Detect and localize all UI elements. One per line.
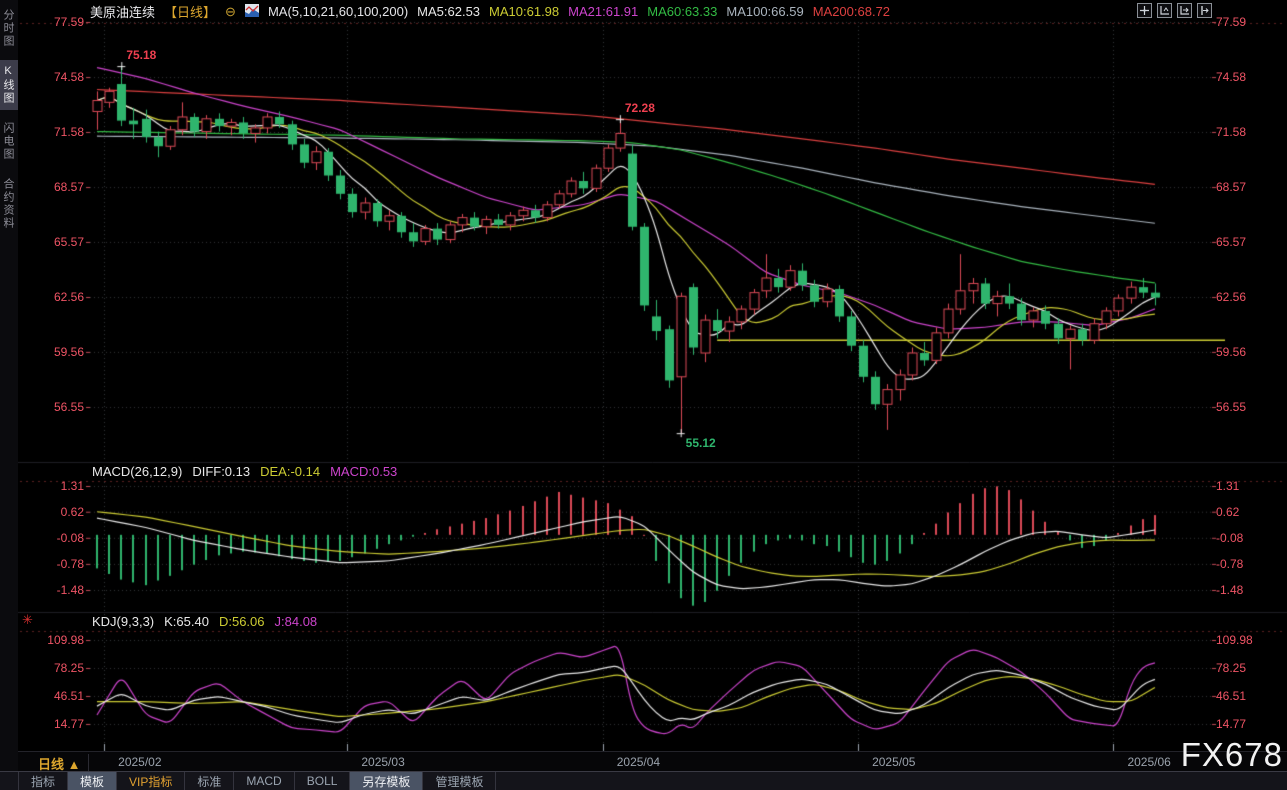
price-axis-label: -1.48 [56, 583, 84, 597]
macd-macd-value: MACD:0.53 [330, 464, 398, 479]
price-axis-label: 78.25 [53, 660, 84, 675]
date-label: 2025/06 [1127, 755, 1171, 769]
price-annotation-peak: 72.28 [624, 101, 655, 116]
price-axis-label: 77.59 [53, 15, 84, 29]
collapse-icon[interactable]: ⊖ [225, 3, 236, 19]
price-axis-label: 46.51 [53, 688, 84, 703]
price-axis-label: 62.56 [53, 290, 84, 305]
period-selector[interactable]: 日线 ▲ [30, 754, 90, 773]
date-label: 2025/04 [616, 755, 661, 769]
price-axis-label: 71.58 [53, 124, 84, 139]
price-axis-label: 1.31 [1216, 479, 1240, 493]
price-annotation-low: 55.12 [685, 436, 716, 451]
price-annotation-high: 75.18 [126, 48, 157, 63]
price-axis-label: 68.57 [1216, 180, 1247, 195]
price-axis-label: 56.55 [1216, 399, 1247, 414]
toolbar-item-templates[interactable]: 模板 [68, 772, 118, 790]
price-axis-label: 14.77 [1216, 716, 1247, 731]
price-axis-label: 109.98 [47, 633, 84, 647]
price-axis-label: 71.58 [1216, 124, 1247, 139]
price-axis-label: 74.58 [1216, 70, 1247, 85]
toolbar-item-vip-indicators[interactable]: VIP指标 [117, 772, 186, 790]
mini-chart-icon [244, 3, 259, 20]
price-axis-label: 68.57 [53, 180, 84, 195]
kdj-settings-label: KDJ(9,3,3) [92, 614, 155, 629]
alert-sparkle-icon: ✳ [22, 612, 33, 627]
price-axis-label: -0.08 [1216, 530, 1244, 545]
pan-axis-icon[interactable] [1177, 3, 1192, 18]
price-axis-label: 0.62 [1216, 504, 1240, 519]
toolbar-item-macd[interactable]: MACD [234, 772, 295, 790]
price-axis-label: -0.78 [56, 556, 84, 571]
price-axis-label: 59.56 [53, 344, 84, 359]
shift-right-icon[interactable] [1197, 3, 1212, 18]
ma10-value: MA10:61.98 [489, 4, 560, 19]
toolbar-item-standard[interactable]: 标准 [185, 772, 235, 790]
price-axis-label: 65.57 [53, 234, 84, 249]
price-axis-label: 14.77 [53, 716, 84, 731]
kdj-panel-header: KDJ(9,3,3) K:65.40 D:56.06 J:84.08 [92, 614, 317, 629]
scale-axis-icon[interactable] [1157, 3, 1172, 18]
kdj-d-value: D:56.06 [218, 614, 265, 629]
price-axis-label: -1.48 [1216, 583, 1244, 597]
instrument-title: 美原油连续 [90, 5, 156, 20]
sidebar-item-contract-info[interactable]: 合约资料 [2, 178, 14, 230]
kdj-j-value: J:84.08 [274, 614, 318, 629]
watermark: FX678 [1180, 736, 1283, 773]
ma60-value: MA60:63.33 [647, 4, 718, 19]
macd-diff-value: DIFF:0.13 [192, 464, 251, 479]
price-axis-label: -0.08 [56, 530, 84, 545]
macd-panel-header: MACD(26,12,9) DIFF:0.13 DEA:-0.14 MACD:0… [92, 464, 397, 479]
price-axis-label: 1.31 [60, 479, 84, 493]
toolbar-item-manage-templates[interactable]: 管理模板 [423, 772, 497, 790]
date-label: 2025/05 [872, 755, 916, 769]
toolbar-item-boll[interactable]: BOLL [295, 772, 351, 790]
chart-header: 美原油连续 【日线】 ⊖ MA(5,10,21,60,100,200) MA5:… [90, 2, 890, 21]
price-axis-label: 46.51 [1216, 688, 1247, 703]
price-axis-label: 65.57 [1216, 234, 1247, 249]
price-axis-label: 56.55 [53, 399, 84, 414]
sidebar: 分时图 K线图 闪电图 合约资料 [0, 0, 18, 790]
ma100-value: MA100:66.59 [726, 4, 804, 19]
price-axis-label: 109.98 [1216, 633, 1253, 647]
price-axis-label: -0.78 [1216, 556, 1244, 571]
ma200-value: MA200:68.72 [812, 4, 891, 19]
period-label: 【日线】 [164, 5, 217, 20]
date-axis-row: 日线 ▲ 2025/02 2025/03 2025/04 2025/05 202… [18, 751, 1287, 773]
price-axis-label: 77.59 [1216, 15, 1247, 29]
price-axis-label: 62.56 [1216, 290, 1247, 305]
crosshair-icon[interactable] [1137, 3, 1152, 18]
sidebar-item-kline-chart[interactable]: K线图 [0, 60, 18, 110]
ma-settings-label: MA(5,10,21,60,100,200) [267, 4, 409, 19]
bottom-toolbar: 指标 模板 VIP指标 标准 MACD BOLL 另存模板 管理模板 [0, 771, 1287, 790]
chart-toolbar-icons [1137, 3, 1212, 18]
sidebar-item-time-chart[interactable]: 分时图 [2, 9, 14, 48]
price-axis-label: 74.58 [53, 70, 84, 85]
ma5-value: MA5:62.53 [417, 4, 481, 19]
ma21-value: MA21:61.91 [568, 4, 639, 19]
toolbar-item-indicators[interactable]: 指标 [18, 772, 69, 790]
sidebar-item-lightning-chart[interactable]: 闪电图 [2, 122, 14, 161]
date-label: 2025/03 [361, 755, 405, 769]
price-axis-label: 59.56 [1216, 344, 1247, 359]
macd-dea-value: DEA:-0.14 [260, 464, 321, 479]
toolbar-item-save-template[interactable]: 另存模板 [350, 772, 424, 790]
price-axis-label: 0.62 [60, 504, 84, 519]
macd-settings-label: MACD(26,12,9) [92, 464, 183, 479]
price-axis-label: 78.25 [1216, 660, 1247, 675]
kdj-k-value: K:65.40 [164, 614, 209, 629]
date-label: 2025/02 [118, 755, 162, 769]
